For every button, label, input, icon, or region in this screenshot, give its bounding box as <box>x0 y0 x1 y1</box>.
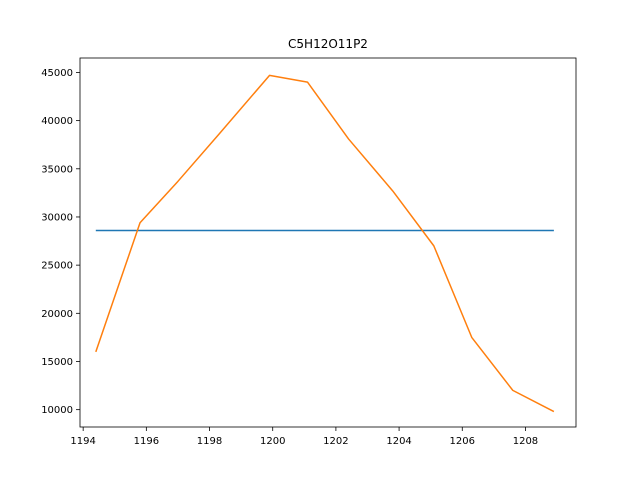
y-tick-label: 30000 <box>41 212 73 223</box>
y-tick-label: 40000 <box>41 116 73 127</box>
series-line-2 <box>95 74 555 413</box>
x-tick-label: 1194 <box>70 436 95 447</box>
y-tick-label: 35000 <box>41 164 73 175</box>
y-tick-label: 45000 <box>41 68 73 79</box>
x-tick-label: 1202 <box>323 436 348 447</box>
x-tick-label: 1208 <box>513 436 538 447</box>
chart-title: C5H12O11P2 <box>288 37 368 51</box>
x-tick-label: 1204 <box>386 436 411 447</box>
plot-frame <box>79 57 577 428</box>
y-tick-label: 25000 <box>41 261 73 272</box>
x-tick-label: 1200 <box>260 436 285 447</box>
x-tick-label: 1196 <box>134 436 159 447</box>
series-layer <box>95 74 555 413</box>
x-tick-label: 1206 <box>450 436 475 447</box>
y-tick-label: 10000 <box>41 405 73 416</box>
x-tick-label: 1198 <box>197 436 222 447</box>
y-tick-label: 15000 <box>41 357 73 368</box>
y-tick-label: 20000 <box>41 309 73 320</box>
axes-layer <box>79 57 577 428</box>
ticks-layer: 1194 1196 1198 1200 1202 1204 1206 1208 10000 150… <box>41 68 538 447</box>
